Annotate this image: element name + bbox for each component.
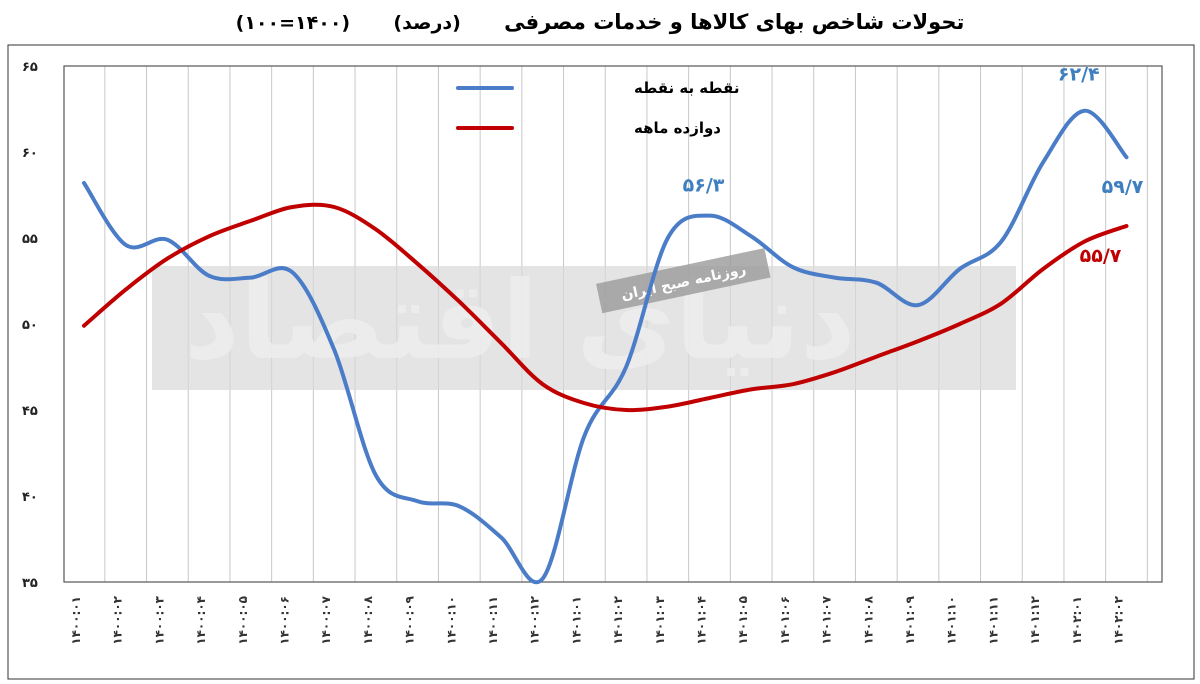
x-axis-ticks: ۱۴۰۰:۰۱ ۱۴۰۰:۰۲ ۱۴۰۰:۰۳ ۱۴۰۰:۰۴ ۱۴۰۰:۰۵ ۱۴۰۰:… [69, 595, 1126, 644]
x-tick-label: ۱۴۰۰:۱۰ [444, 596, 458, 645]
data-label: ۵۹/۷ [1102, 176, 1144, 198]
series-line-twelve-month [82, 202, 1129, 413]
legend: نقطه به نقطه دوازده ماهه [456, 79, 739, 137]
x-tick-label: ۱۴۰۱:۰۵ [736, 596, 750, 645]
x-tick-label: ۱۴۰۰:۰۱ [69, 596, 83, 645]
watermark: دنیای اقتصاد روزنامه صبح ایران [152, 248, 1016, 390]
y-tick-label: ۴۵ [22, 404, 38, 419]
x-tick-label: ۱۴۰۲:۰۱ [1070, 596, 1084, 645]
x-tick-label: ۱۴۰۱:۰۱ [569, 596, 583, 645]
x-tick-label: ۱۴۰۱:۱۲ [1028, 595, 1042, 644]
x-tick-label: ۱۴۰۱:۱۰ [945, 596, 959, 645]
x-tick-label: ۱۴۰۰:۱۲ [528, 595, 542, 644]
y-tick-label: ۵۵ [22, 232, 38, 247]
x-tick-label: ۱۴۰۲:۰۲ [1112, 595, 1126, 644]
x-tick-label: ۱۴۰۰:۰۸ [361, 595, 375, 644]
x-tick-label: ۱۴۰۰:۰۳ [152, 595, 166, 644]
x-tick-label: ۱۴۰۰:۰۵ [236, 596, 250, 645]
data-annotations: ۶۲/۴ ۵۹/۷ ۵۶/۳ ۵۵/۷ [683, 64, 1144, 267]
x-tick-label: ۱۴۰۱:۱۱ [986, 596, 1000, 645]
x-tick-label: ۱۴۰۰:۰۶ [278, 596, 292, 645]
data-label: ۵۶/۳ [683, 175, 725, 197]
watermark-tag-box [596, 248, 771, 314]
x-tick-label: ۱۴۰۱:۰۳ [653, 595, 667, 644]
watermark-band [152, 266, 1016, 390]
plot-area-border [63, 65, 1163, 583]
y-axis-ticks: ۳۵ ۴۰ ۴۵ ۵۰ ۵۵ ۶۰ ۶۵ [22, 60, 38, 591]
x-tick-label: ۱۴۰۰:۰۴ [194, 596, 208, 645]
x-tick-label: ۱۴۰۰:۰۹ [403, 595, 417, 644]
x-tick-label: ۱۴۰۰:۱۱ [486, 596, 500, 645]
chart-subtitle: (درصد) [393, 12, 461, 34]
y-tick-label: ۳۵ [22, 576, 38, 591]
series-line-point-to-point [82, 108, 1129, 584]
chart-base-note: (۱۴۰۰=۱۰۰) [235, 12, 351, 34]
legend-label: نقطه به نقطه [634, 79, 739, 97]
y-tick-label: ۵۰ [22, 318, 38, 333]
y-tick-label: ۶۰ [22, 146, 38, 161]
x-tick-label: ۱۴۰۰:۰۷ [319, 595, 333, 644]
x-tick-label: ۱۴۰۱:۰۶ [778, 596, 792, 645]
data-label: ۵۵/۷ [1080, 245, 1122, 267]
x-tick-label: ۱۴۰۰:۰۲ [111, 595, 125, 644]
x-tick-label: ۱۴۰۱:۰۲ [611, 595, 625, 644]
chart-title: تحولات شاخص بهای کالاها و خدمات مصرفی (د… [0, 4, 1200, 40]
x-tick-label: ۱۴۰۱:۰۸ [861, 595, 875, 644]
x-tick-label: ۱۴۰۱:۰۷ [820, 595, 834, 644]
y-tick-label: ۴۰ [22, 490, 38, 505]
series-lines [82, 108, 1129, 584]
x-tick-label: ۱۴۰۱:۰۴ [695, 596, 709, 645]
y-tick-label: ۶۵ [22, 60, 38, 75]
data-label: ۶۲/۴ [1058, 64, 1100, 86]
x-tick-label: ۱۴۰۱:۰۹ [903, 595, 917, 644]
chart-title-text: تحولات شاخص بهای کالاها و خدمات مصرفی [504, 10, 965, 34]
legend-label: دوازده ماهه [634, 119, 721, 137]
